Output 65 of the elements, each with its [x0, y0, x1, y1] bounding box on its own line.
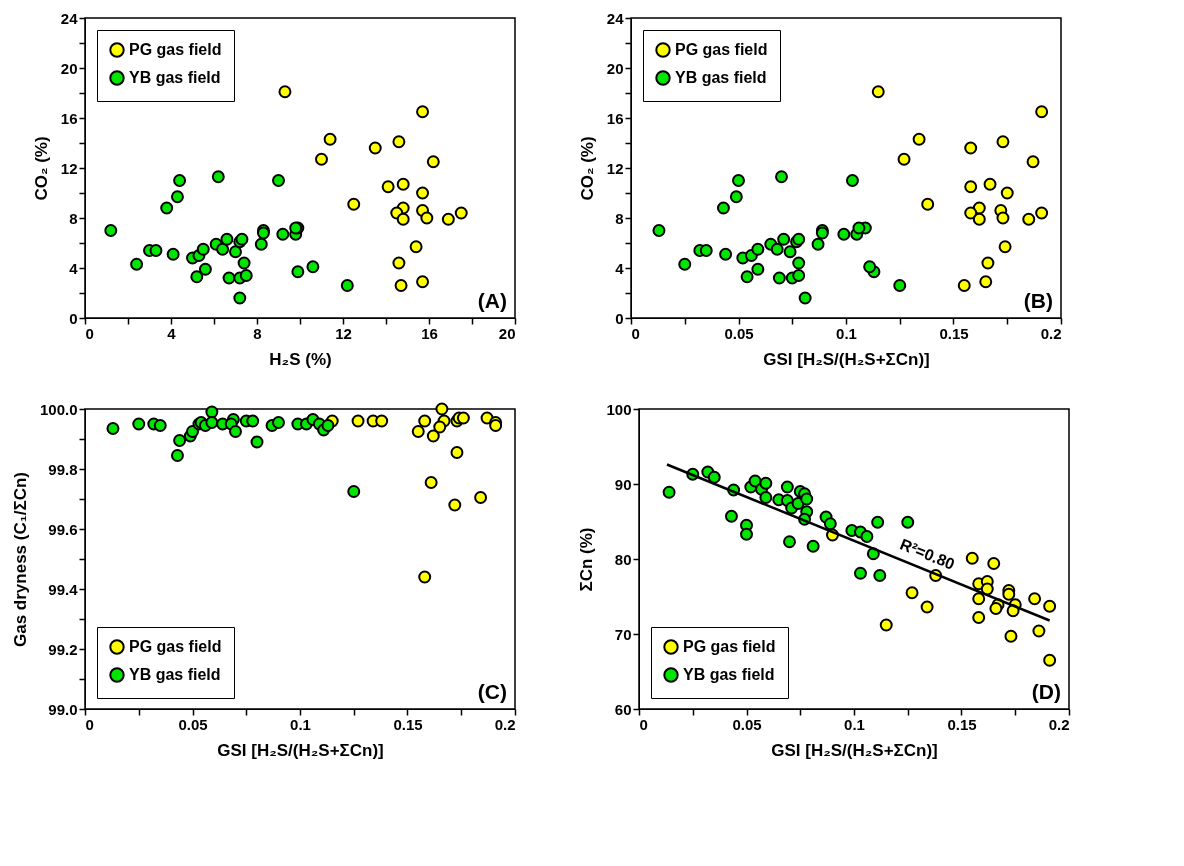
annotation: (C) [477, 680, 507, 703]
y-tick-label: 12 [606, 159, 624, 177]
y-tick-label: 16 [60, 109, 78, 127]
x-tick-label: 0.15 [939, 324, 969, 342]
y-tick-label: 4 [615, 259, 625, 277]
y-tick-label: 16 [606, 109, 624, 127]
y-tick-label: 24 [60, 9, 79, 27]
x-tick-label: 0.1 [290, 715, 311, 733]
x-tick-label: 0 [639, 715, 648, 733]
x-tick-label: 8 [253, 324, 262, 342]
y-tick-label: 0 [615, 309, 624, 327]
y-tick-label: 100.0 [39, 400, 78, 418]
x-tick-label: 0.2 [1040, 324, 1062, 342]
x-tick-label: 0.05 [732, 715, 762, 733]
x-tick-label: 0.05 [724, 324, 754, 342]
y-tick-label: 8 [69, 209, 78, 227]
y-tick-label: 99.6 [48, 520, 78, 538]
x-tick-label: 12 [335, 324, 352, 342]
y-tick-label: 100 [606, 400, 632, 418]
x-tick-label: 0.2 [494, 715, 516, 733]
y-tick-label: 80 [614, 550, 632, 568]
x-tick-label: 16 [421, 324, 438, 342]
annotation: (D) [1031, 680, 1061, 703]
y-axis-title: ΣCn (%) [577, 527, 597, 592]
y-tick-label: 24 [606, 9, 625, 27]
legend-label: PG gas field [675, 41, 768, 58]
y-tick-label: 99.8 [48, 460, 78, 478]
x-tick-label: 0.15 [393, 715, 423, 733]
y-tick-label: 99.4 [48, 580, 79, 598]
y-tick-label: 60 [614, 700, 632, 718]
annotation: (A) [477, 289, 507, 312]
legend-label: PG gas field [129, 638, 222, 655]
y-axis-title: CO₂ (%) [577, 136, 597, 201]
annotation: (B) [1023, 289, 1053, 312]
y-tick-label: 90 [614, 475, 632, 493]
x-tick-label: 0.15 [947, 715, 977, 733]
y-tick-label: 99.0 [48, 700, 78, 718]
legend-label: PG gas field [683, 638, 776, 655]
legend-label: YB gas field [129, 69, 221, 86]
x-axis-title: GSI [H₂S/(H₂S+ΣCn)] [763, 349, 930, 369]
x-tick-label: 4 [167, 324, 177, 342]
y-axis-title: CO₂ (%) [31, 136, 51, 201]
x-axis-title: GSI [H₂S/(H₂S+ΣCn)] [771, 740, 938, 760]
x-tick-label: 0 [85, 715, 94, 733]
x-axis-title: H₂S (%) [269, 349, 332, 369]
y-tick-label: 70 [614, 625, 632, 643]
y-axis-title: Gas dryness (C₁/ΣCn) [10, 472, 30, 647]
x-tick-label: 0 [85, 324, 94, 342]
x-tick-label: 0.05 [178, 715, 208, 733]
x-tick-label: 0.2 [1048, 715, 1070, 733]
x-tick-label: 20 [498, 324, 516, 342]
legend-label: YB gas field [683, 666, 775, 683]
y-tick-label: 0 [69, 309, 78, 327]
x-tick-label: 0.1 [836, 324, 857, 342]
x-tick-label: 0.1 [844, 715, 865, 733]
legend-label: YB gas field [129, 666, 221, 683]
y-tick-label: 99.2 [48, 640, 78, 658]
legend-label: PG gas field [129, 41, 222, 58]
y-tick-label: 12 [60, 159, 78, 177]
legend-label: YB gas field [675, 69, 767, 86]
y-tick-label: 4 [69, 259, 79, 277]
y-tick-label: 20 [60, 59, 78, 77]
y-tick-label: 8 [615, 209, 624, 227]
x-axis-title: GSI [H₂S/(H₂S+ΣCn)] [217, 740, 384, 760]
y-tick-label: 20 [606, 59, 624, 77]
